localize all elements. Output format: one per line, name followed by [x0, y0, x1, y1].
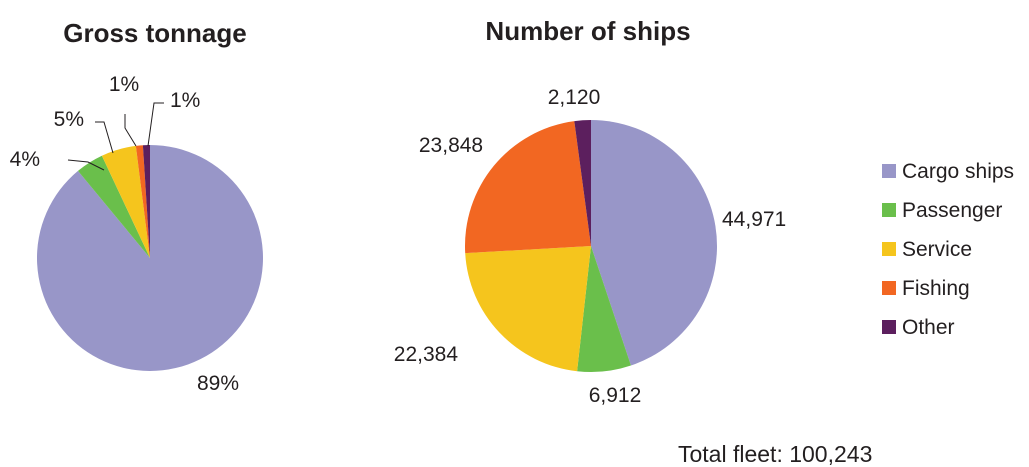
data-label-gross-tonnage-passenger: 4% [10, 148, 40, 171]
chart-title-gross-tonnage: Gross tonnage [63, 18, 246, 48]
pie-slice-gross-tonnage-cargo-ships [36, 145, 263, 371]
data-label-number-of-ships-cargo-ships: 44,971 [722, 208, 786, 231]
pie-slice-gross-tonnage-fishing [135, 145, 150, 258]
leader-line-gross-tonnage-passenger [67, 159, 105, 171]
data-labels: 89% 4% 5% 1% 1% 44,971 6,912 22,384 23,848 2,120 [10, 73, 787, 407]
total-fleet-note: Total fleet: 100,243 [678, 441, 872, 467]
legend-swatch-cargo-ships [882, 164, 896, 178]
pie-slice-number-of-ships-passenger [577, 246, 631, 373]
pie-gross-tonnage [36, 144, 263, 371]
data-label-gross-tonnage-fishing: 1% [109, 73, 139, 96]
pie-number-of-ships [464, 120, 718, 373]
data-label-gross-tonnage-service: 5% [54, 108, 84, 131]
data-label-gross-tonnage-other: 1% [170, 89, 200, 112]
pie-slice-gross-tonnage-service [101, 145, 150, 258]
pie-slice-gross-tonnage-passenger [77, 155, 150, 258]
legend-swatch-passenger [882, 203, 896, 217]
leader-line-gross-tonnage-fishing [124, 114, 137, 147]
pie-slice-gross-tonnage-other [142, 144, 150, 258]
data-label-number-of-ships-passenger: 6,912 [589, 384, 642, 407]
data-label-number-of-ships-service: 22,384 [394, 343, 459, 366]
data-label-number-of-ships-fishing: 23,848 [419, 134, 483, 157]
legend-swatch-service [882, 242, 896, 256]
data-label-number-of-ships-other: 2,120 [548, 86, 601, 109]
legend-label-other: Other [902, 316, 955, 339]
chart-title-number-of-ships: Number of ships [485, 16, 690, 46]
legend-swatch-fishing [882, 281, 896, 295]
data-label-gross-tonnage-cargo-ships: 89% [197, 372, 239, 395]
leader-line-gross-tonnage-service [95, 121, 114, 154]
leader-line-gross-tonnage-other [147, 102, 164, 147]
legend: Cargo ships Passenger Service Fishing Other [882, 160, 1014, 339]
legend-swatch-other [882, 320, 896, 334]
legend-label-cargo-ships: Cargo ships [902, 160, 1014, 183]
legend-label-fishing: Fishing [902, 277, 970, 300]
pie-slice-number-of-ships-fishing [464, 121, 591, 254]
legend-label-passenger: Passenger [902, 199, 1002, 222]
pie-slice-number-of-ships-other [574, 120, 591, 246]
legend-label-service: Service [902, 238, 972, 261]
pie-slice-number-of-ships-cargo-ships [591, 120, 718, 366]
pie-slice-number-of-ships-service [465, 246, 591, 372]
